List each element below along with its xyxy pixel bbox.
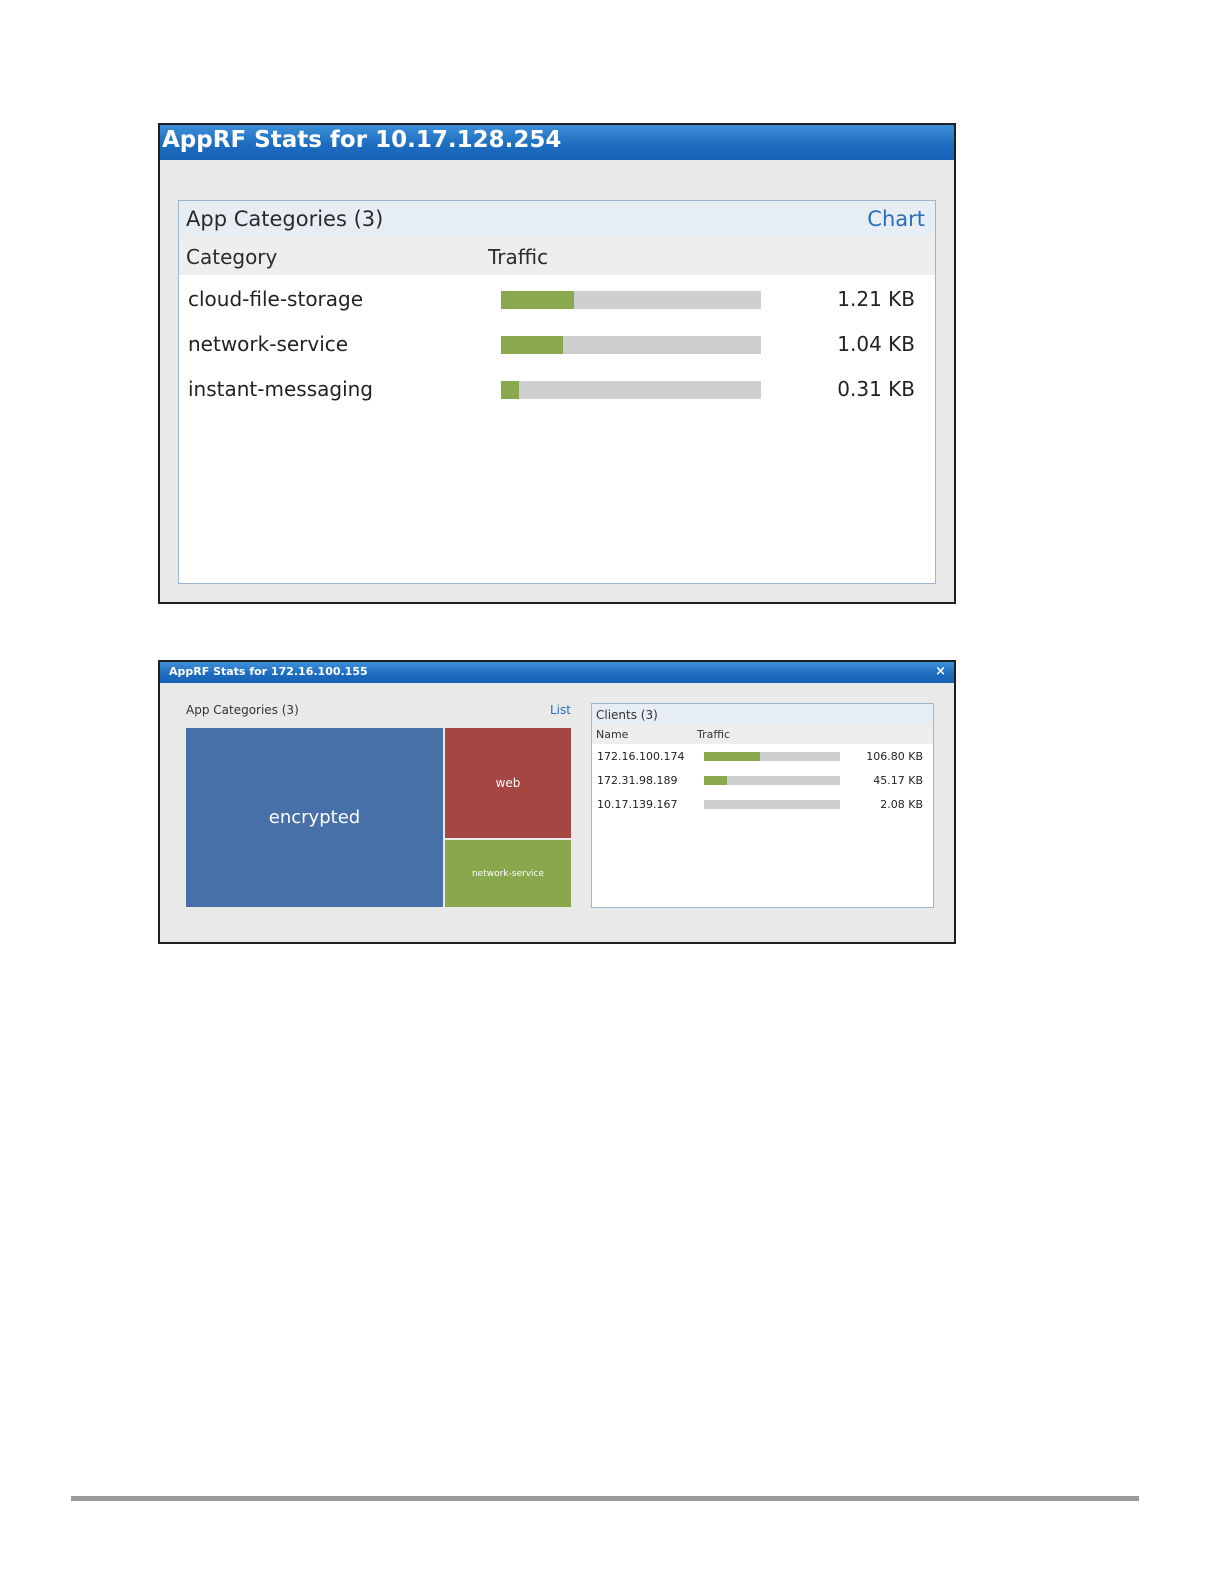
treemap-cell-encrypted[interactable]: encrypted	[186, 728, 443, 907]
client-name: 172.16.100.174	[597, 750, 685, 763]
app-categories-panel: App Categories (3) Chart Category Traffi…	[178, 200, 936, 584]
category-column-header[interactable]: Category	[186, 245, 278, 269]
traffic-bar-fill	[704, 776, 728, 785]
category-name: instant-messaging	[188, 377, 373, 401]
client-row[interactable]: 172.31.98.189 45.17 KB	[592, 769, 933, 793]
traffic-column-header[interactable]: Traffic	[697, 728, 731, 741]
client-row[interactable]: 10.17.139.167 2.08 KB	[592, 793, 933, 817]
client-row[interactable]: 172.16.100.174 106.80 KB	[592, 745, 933, 769]
traffic-column-header[interactable]: Traffic	[488, 245, 549, 269]
traffic-bar	[704, 800, 840, 809]
traffic-bar	[501, 291, 761, 309]
footer-divider	[71, 1496, 1139, 1501]
traffic-value: 0.31 KB	[837, 377, 915, 401]
traffic-value: 1.04 KB	[837, 332, 915, 356]
window-title-text: AppRF Stats for 172.16.100.155	[169, 665, 368, 678]
treemap-label: network-service	[471, 868, 545, 879]
window-title: AppRF Stats for 10.17.128.254	[160, 125, 954, 160]
apprf-stats-window-2: AppRF Stats for 172.16.100.155 × App Cat…	[158, 660, 956, 944]
category-row[interactable]: instant-messaging 0.31 KB	[179, 369, 935, 413]
chart-view-link[interactable]: Chart	[867, 207, 925, 231]
list-view-link[interactable]: List	[550, 703, 571, 717]
name-column-header[interactable]: Name	[596, 728, 629, 741]
traffic-value: 45.17 KB	[873, 774, 923, 787]
apprf-stats-window: AppRF Stats for 10.17.128.254 App Catego…	[158, 123, 956, 604]
window-title: AppRF Stats for 172.16.100.155 ×	[160, 662, 954, 683]
app-categories-treemap: encrypted web network-service	[186, 728, 571, 907]
clients-panel: Clients (3) Name Traffic 172.16.100.174 …	[591, 703, 934, 908]
treemap-label: web	[495, 776, 521, 790]
clients-column-headers: Name Traffic	[592, 725, 933, 744]
treemap-label: encrypted	[268, 807, 361, 828]
client-name: 10.17.139.167	[597, 798, 678, 811]
category-row[interactable]: network-service 1.04 KB	[179, 324, 935, 368]
column-headers: Category Traffic	[179, 237, 935, 275]
traffic-bar	[704, 776, 840, 785]
traffic-bar-fill	[501, 336, 564, 354]
clients-title: Clients (3)	[596, 708, 658, 722]
traffic-bar	[501, 336, 761, 354]
category-row[interactable]: cloud-file-storage 1.21 KB	[179, 279, 935, 323]
traffic-value: 106.80 KB	[866, 750, 923, 763]
panel-header: App Categories (3) Chart	[179, 201, 935, 237]
traffic-bar-fill	[501, 381, 520, 399]
treemap-cell-web[interactable]: web	[445, 728, 571, 838]
category-name: cloud-file-storage	[188, 287, 364, 311]
traffic-value: 1.21 KB	[837, 287, 915, 311]
category-name: network-service	[188, 332, 349, 356]
clients-header: Clients (3)	[592, 704, 933, 725]
client-name: 172.31.98.189	[597, 774, 678, 787]
traffic-bar	[704, 752, 840, 761]
panel-title: App Categories (3)	[186, 207, 384, 231]
traffic-bar-fill	[501, 291, 574, 309]
traffic-bar	[501, 381, 761, 399]
traffic-value: 2.08 KB	[880, 798, 923, 811]
close-icon[interactable]: ×	[935, 664, 946, 679]
app-categories-title: App Categories (3)	[186, 703, 299, 717]
traffic-bar-fill	[704, 752, 760, 761]
treemap-cell-network-service[interactable]: network-service	[445, 840, 571, 907]
